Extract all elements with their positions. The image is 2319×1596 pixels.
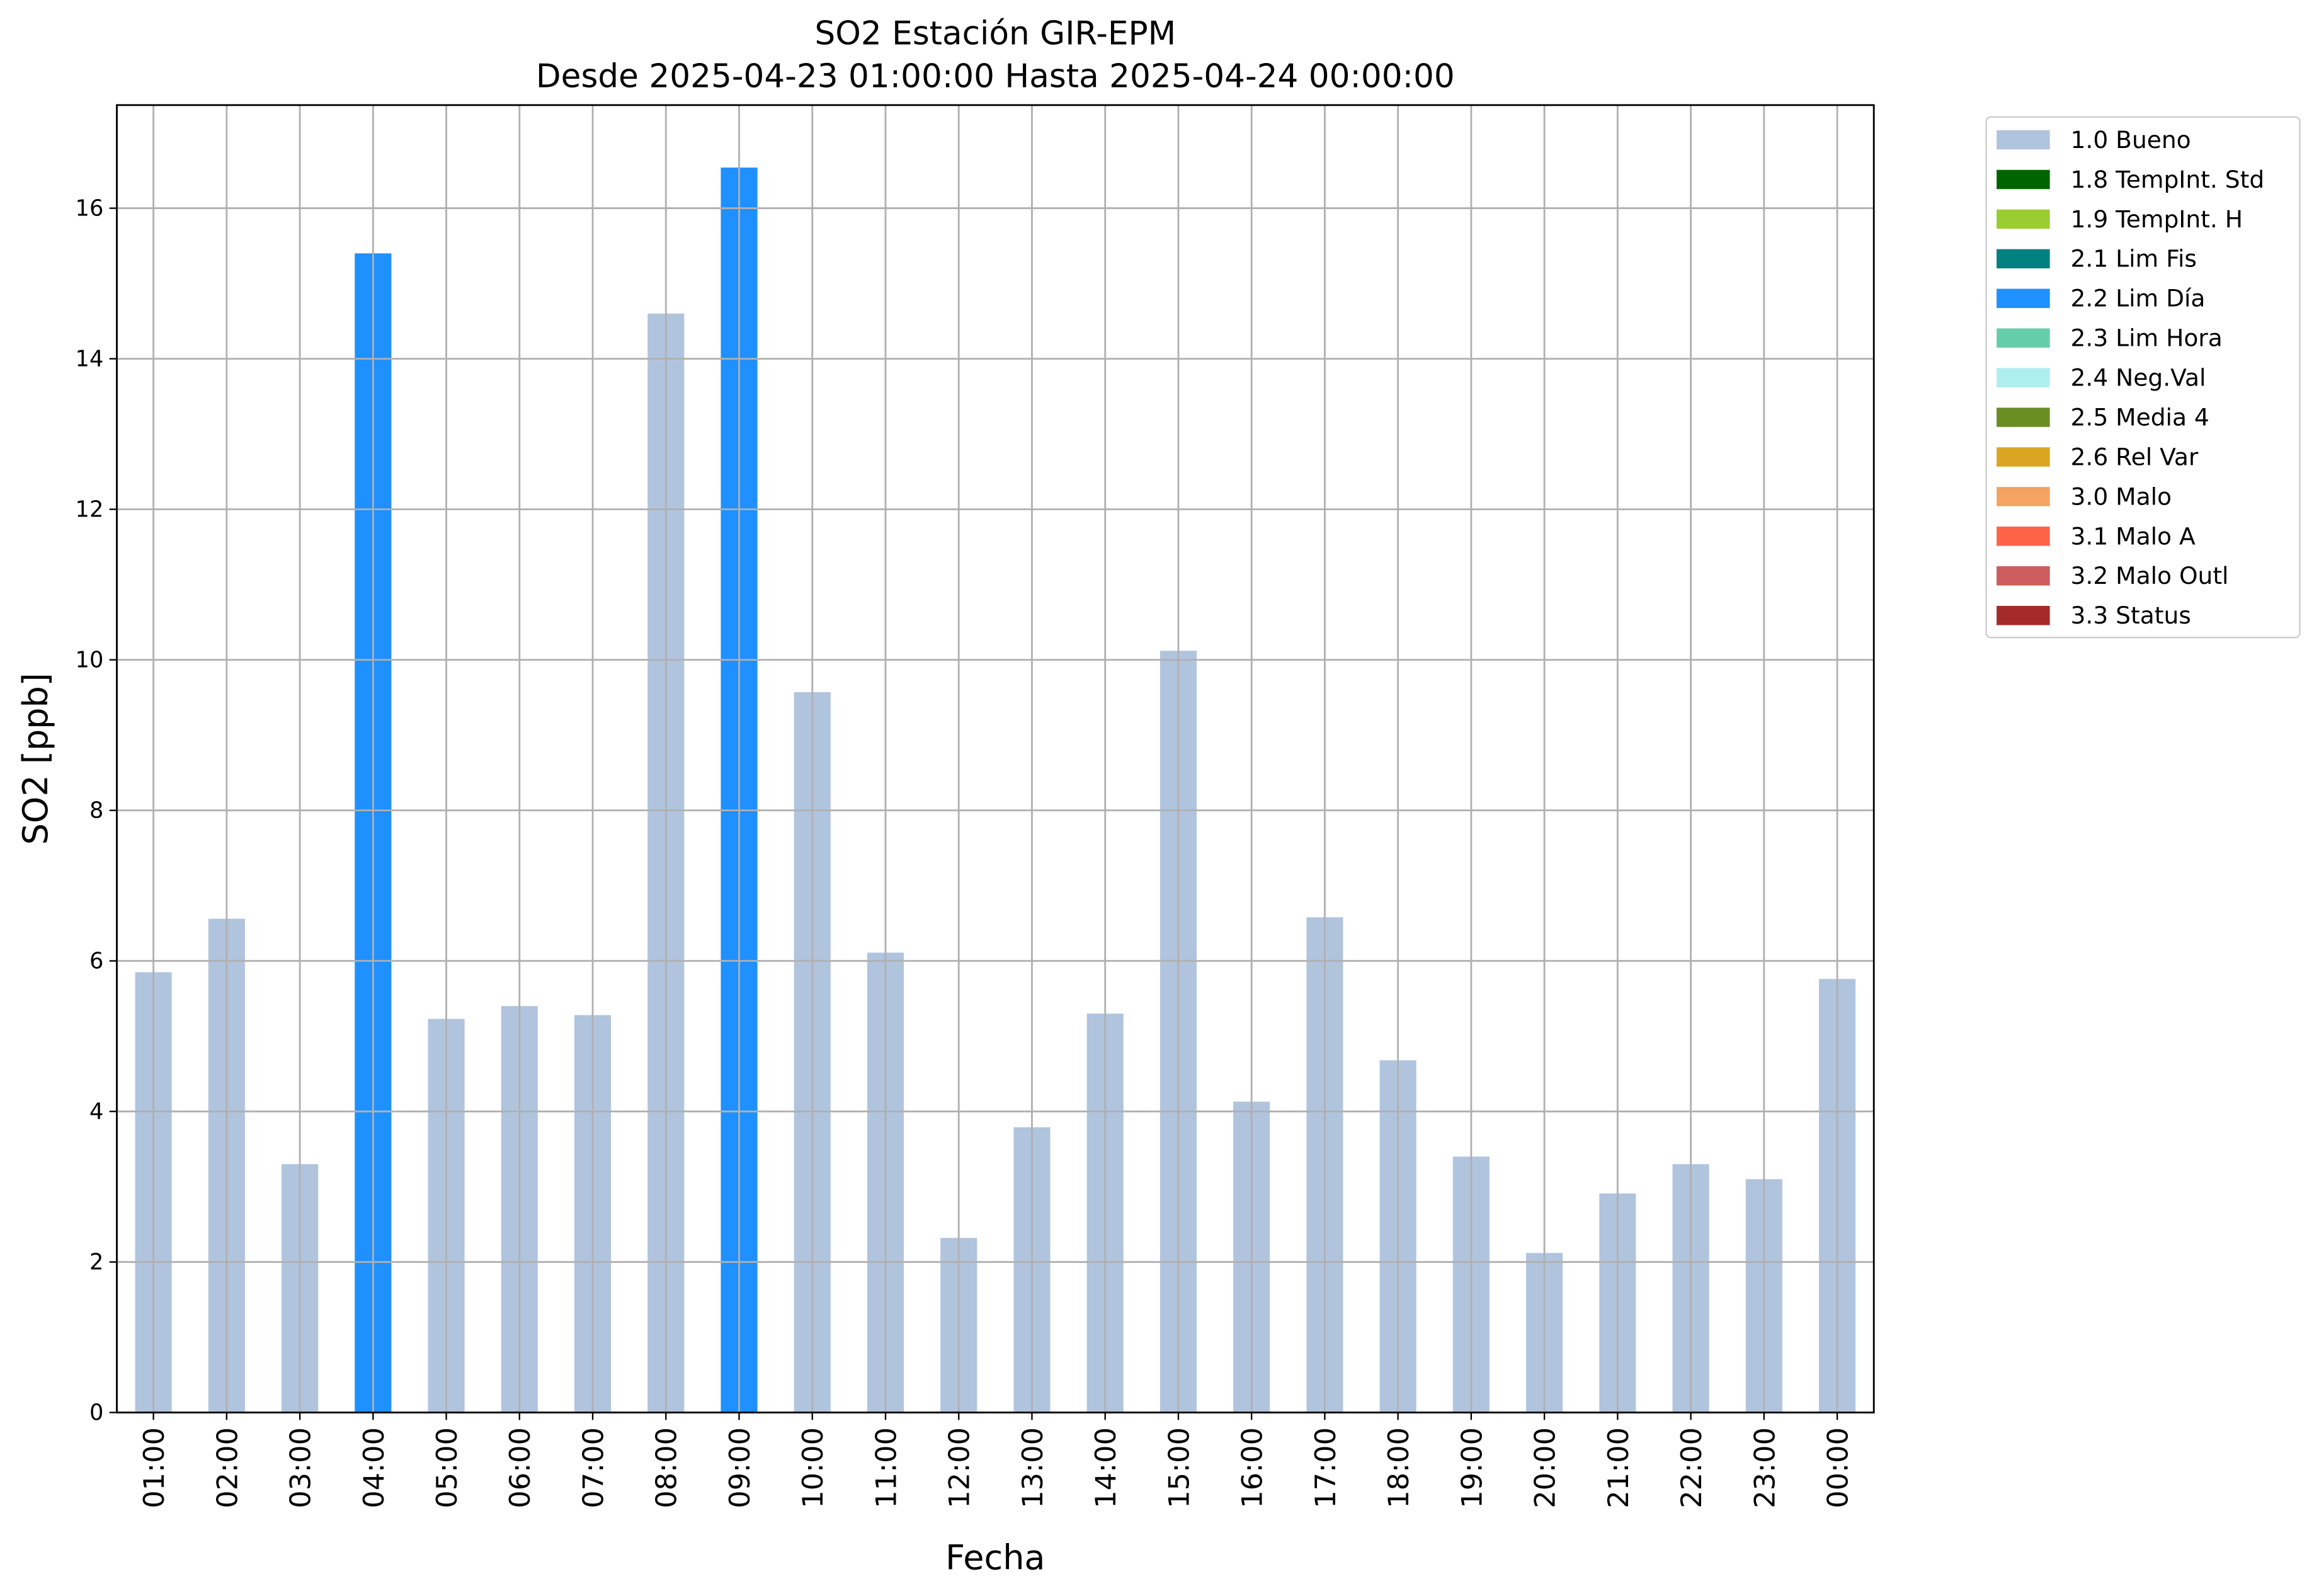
legend-label: 2.2 Lim Día <box>2071 285 2206 312</box>
x-tick-label: 18:00 <box>1382 1427 1415 1508</box>
y-tick-label: 12 <box>76 496 104 522</box>
chart-subtitle: Desde 2025-04-23 01:00:00 Hasta 2025-04-… <box>536 58 1455 96</box>
legend-label: 3.1 Malo A <box>2071 522 2196 550</box>
legend-swatch <box>1997 527 2050 546</box>
x-tick-label: 19:00 <box>1456 1427 1488 1508</box>
x-tick-label: 21:00 <box>1602 1427 1635 1508</box>
legend-swatch <box>1997 130 2050 150</box>
legend-swatch <box>1997 249 2050 269</box>
y-tick-label: 10 <box>76 647 104 673</box>
legend-label: 1.9 TempInt. H <box>2071 205 2243 233</box>
x-tick-label: 10:00 <box>797 1427 829 1508</box>
x-tick-label: 13:00 <box>1017 1427 1049 1508</box>
legend-swatch <box>1997 169 2050 190</box>
legend-swatch <box>1997 566 2050 586</box>
x-tick-label: 00:00 <box>1822 1427 1855 1508</box>
legend-swatch <box>1997 288 2050 309</box>
legend-label: 2.5 Media 4 <box>2071 403 2209 431</box>
x-tick-label: 02:00 <box>211 1427 244 1508</box>
x-tick-label: 17:00 <box>1309 1427 1342 1508</box>
axes-frame <box>116 104 1875 1414</box>
x-tick-label: 11:00 <box>870 1427 903 1508</box>
x-tick-label: 20:00 <box>1529 1427 1562 1508</box>
y-tick-label: 0 <box>89 1399 103 1425</box>
x-tick-label: 22:00 <box>1675 1427 1708 1508</box>
legend-label: 3.2 Malo Outl <box>2071 562 2229 590</box>
legend-label: 1.8 TempInt. Std <box>2071 166 2265 193</box>
x-tick-label: 15:00 <box>1163 1427 1195 1508</box>
legend-label: 2.6 Rel Var <box>2071 443 2199 470</box>
y-tick-label: 6 <box>89 948 103 974</box>
y-tick-label: 14 <box>76 346 104 372</box>
legend-label: 2.1 Lim Fis <box>2071 245 2197 273</box>
x-tick-label: 14:00 <box>1090 1427 1122 1508</box>
legend-swatch <box>1997 487 2050 506</box>
legend-swatch <box>1997 605 2050 625</box>
legend-label: 3.3 Status <box>2071 601 2191 629</box>
legend-swatch <box>1997 328 2050 348</box>
legend-box <box>1985 116 2301 639</box>
legend-swatch <box>1997 368 2050 387</box>
y-tick-label: 8 <box>89 797 103 823</box>
legend-swatch <box>1997 209 2050 229</box>
x-tick-label: 08:00 <box>651 1427 683 1508</box>
x-tick-label: 16:00 <box>1236 1427 1269 1508</box>
y-axis-label: SO2 [ppb] <box>16 673 55 845</box>
legend-label: 2.4 Neg.Val <box>2071 364 2206 392</box>
legend-label: 1.0 Bueno <box>2071 126 2191 154</box>
x-tick-label: 06:00 <box>504 1427 537 1508</box>
y-tick-label: 4 <box>89 1098 103 1124</box>
x-tick-label: 01:00 <box>138 1427 171 1508</box>
x-tick-label: 23:00 <box>1748 1427 1781 1508</box>
x-tick-label: 12:00 <box>943 1427 976 1508</box>
x-tick-label: 07:00 <box>577 1427 610 1508</box>
y-tick-label: 2 <box>89 1249 103 1275</box>
x-tick-label: 03:00 <box>285 1427 317 1508</box>
legend-label: 3.0 Malo <box>2071 482 2172 510</box>
x-tick-label: 09:00 <box>724 1427 756 1508</box>
chart-title: SO2 Estación GIR-EPM <box>814 15 1176 53</box>
y-tick-label: 16 <box>76 195 104 221</box>
legend: 1.0 Bueno 1.8 TempInt. Std 1.9 TempInt. H 2… <box>1997 126 2264 629</box>
legend-label: 2.3 Lim Hora <box>2071 324 2223 352</box>
plot-area: 0 2 4 6 8 10 12 14 16 01:00 02:00 03:00 04:00 05:00 06… <box>76 104 1875 1508</box>
x-tick-label: 05:00 <box>431 1427 464 1508</box>
x-tick-label: 04:00 <box>358 1427 390 1508</box>
legend-swatch <box>1997 447 2050 467</box>
legend-swatch <box>1997 408 2050 427</box>
x-axis-label: Fecha <box>945 1538 1045 1578</box>
